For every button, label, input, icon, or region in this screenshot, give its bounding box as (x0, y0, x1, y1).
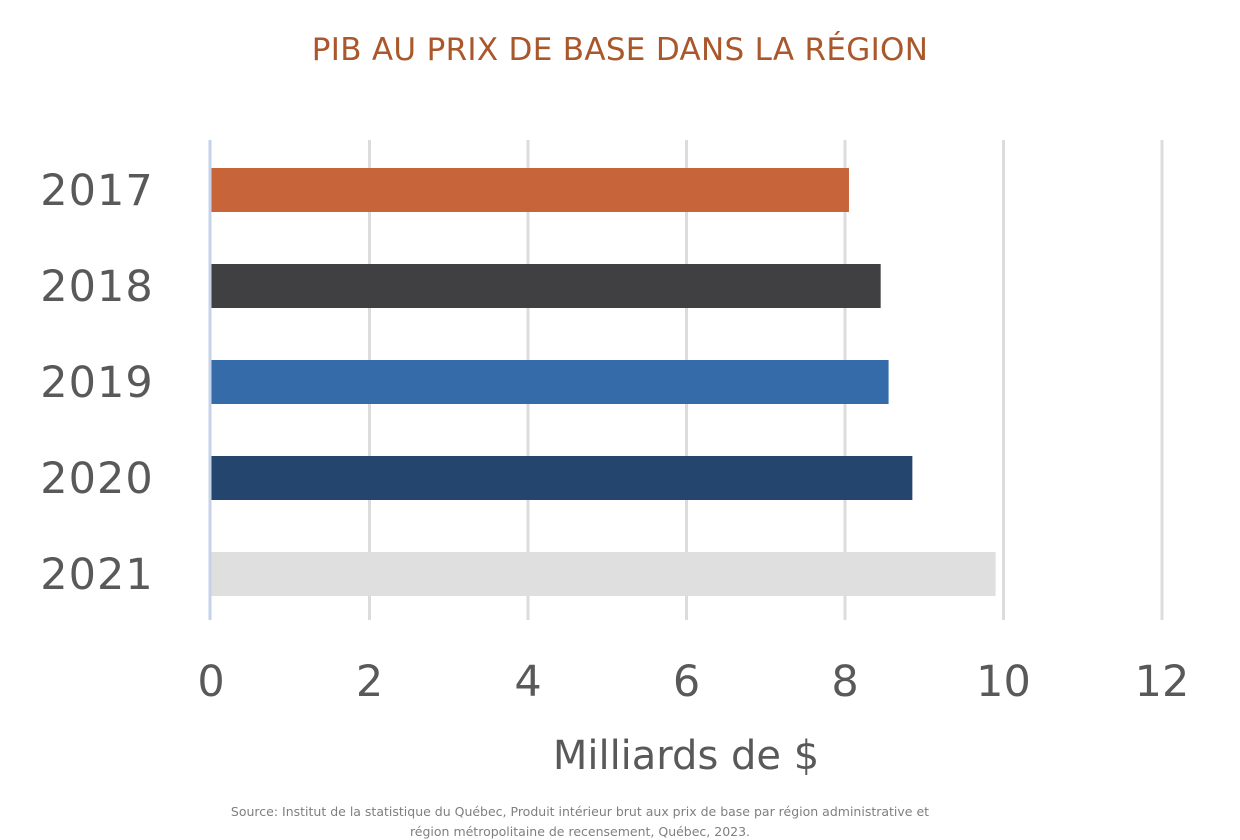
y-tick-label: 2019 (40, 358, 153, 408)
bar (211, 360, 889, 404)
source-note: Source: Institut de la statistique du Qu… (230, 804, 930, 839)
bar (211, 264, 881, 308)
x-tick-label: 12 (1135, 657, 1190, 707)
x-tick-label: 4 (514, 657, 541, 707)
x-tick-label: 0 (197, 657, 224, 707)
bar (211, 168, 849, 212)
y-tick-label: 2017 (40, 166, 153, 216)
x-tick-label: 8 (831, 657, 858, 707)
y-tick-label: 2020 (40, 454, 153, 504)
bar (211, 552, 996, 596)
y-tick-label: 2021 (40, 550, 153, 600)
bar (211, 456, 913, 500)
x-tick-label: 6 (673, 657, 700, 707)
x-axis-label: Milliards de $ (553, 733, 819, 779)
chart-title: PIB AU PRIX DE BASE DANS LA RÉGION (311, 32, 929, 68)
y-tick-label: 2018 (40, 262, 153, 312)
x-tick-label: 10 (976, 657, 1031, 707)
x-tick-label: 2 (356, 657, 383, 707)
